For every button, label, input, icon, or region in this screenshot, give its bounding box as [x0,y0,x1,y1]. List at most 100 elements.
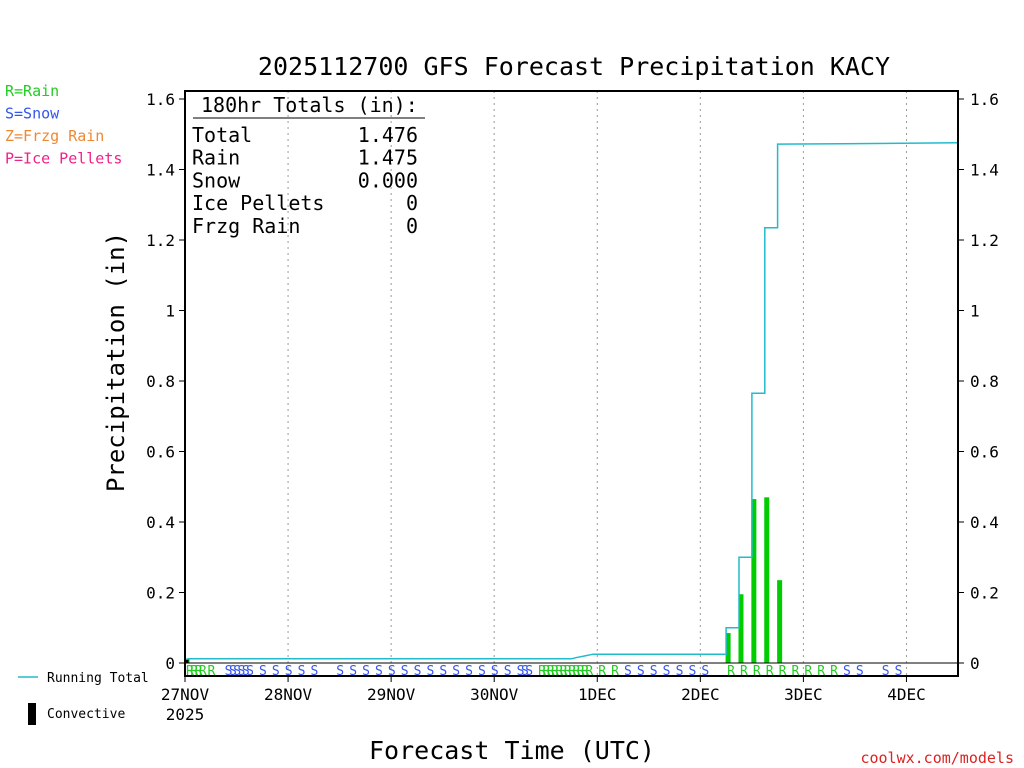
ptype-marker-15: S [311,664,319,679]
ptype-marker-64: S [856,664,864,679]
ptype-marker-47: S [624,664,632,679]
ptype-marker-24: S [439,664,447,679]
ptype-marker-18: S [362,664,370,679]
ptype-marker-3: R [199,664,207,679]
totals-box: 180hr Totals (in): Total 1.476 Rain 1.475 Sn… [192,93,425,238]
ptype-marker-22: S [414,664,422,679]
ptype-marker-57: R [766,664,774,679]
ytick-label-right-1: 0.2 [970,584,999,603]
ptype-marker-61: R [817,664,825,679]
xtick-label-1: 28NOV [264,685,313,704]
series-legend: Running Total Convective [18,671,149,725]
ptype-marker-46: R [611,664,619,679]
bar-1-3 [751,499,757,663]
ptype-marker-20: S [388,664,396,679]
totals-label-4: Frzg Rain [192,214,300,238]
ytick-label-left-4: 0.8 [146,372,175,391]
bar-2-0 [185,659,189,663]
ptype-marker-16: S [336,664,344,679]
legend-item-0: R=Rain [5,82,59,100]
plot-frame [184,90,959,677]
ptype-marker-17: S [349,664,357,679]
legend-label-1: Convective [47,707,125,722]
ptype-marker-43: R [581,664,589,679]
ptype-marker-11: S [259,664,267,679]
ptype-marker-4: R [207,664,215,679]
xtick-label-7: 4DEC [887,685,926,704]
totals-value-4: 0 [406,214,418,238]
ptype-marker-48: S [637,664,645,679]
xtick-label-2: 29NOV [367,685,416,704]
totals-label-0: Total [192,123,252,147]
ptype-marker-25: S [452,664,460,679]
totals-label-2: Snow [192,168,241,192]
credit-text: coolwx.com/models [860,749,1014,767]
running-total-line [184,141,959,661]
xtick-label-6: 3DEC [784,685,823,704]
bar-1-1 [725,633,731,663]
ptype-marker-6: S [229,664,237,679]
totals-value-0: 1.476 [358,123,418,147]
ptype-marker-26: S [465,664,473,679]
ytick-label-left-0: 0 [165,654,175,673]
ytick-label-right-6: 1.2 [970,231,999,250]
bar-1-4 [764,497,770,663]
ptype-marker-36: R [551,664,559,679]
ytick-label-right-5: 1 [970,302,980,321]
x-axis-label: Forecast Time (UTC) [369,736,655,765]
ytick-label-left-3: 0.6 [146,443,175,462]
xtick-label-3: 30NOV [470,685,519,704]
bar-1-2 [738,594,744,663]
ptype-marker-13: S [285,664,293,679]
ptype-marker-44: R [585,664,593,679]
ptype-marker-52: S [688,664,696,679]
ptype-marker-34: R [542,664,550,679]
ptype-marker-35: R [547,664,555,679]
precip-bars [184,497,783,663]
totals-value-1: 1.475 [358,146,418,170]
ptype-marker-55: R [740,664,748,679]
ptype-marker-2: R [195,664,203,679]
legend-label-0: Running Total [47,671,149,686]
ptype-marker-38: R [560,664,568,679]
totals-value-2: 0.000 [358,168,418,192]
ptype-marker-49: S [650,664,658,679]
ptype-marker-66: S [895,664,903,679]
ptype-marker-60: R [804,664,812,679]
ptype-marker-14: S [298,664,306,679]
bar-1-5 [777,580,783,663]
ptype-marker-1: R [190,664,198,679]
ytick-label-left-6: 1.2 [146,231,175,250]
ytick-label-left-2: 0.4 [146,513,175,532]
ytick-label-right-4: 0.8 [970,372,999,391]
xtick-label-5: 2DEC [681,685,720,704]
ytick-label-right-2: 0.4 [970,513,999,532]
axis-ticks: 0 00.2 0.20.4 0.40.6 0.60.8 0.81 11.2 1.21.4 1.4… [146,90,999,724]
totals-label-3: Ice Pellets [192,191,324,215]
ytick-label-right-3: 0.6 [970,443,999,462]
ptype-marker-28: S [491,664,499,679]
ptype-marker-53: S [701,664,709,679]
ptype-marker-63: S [843,664,851,679]
ptype-marker-39: R [564,664,572,679]
ptype-marker-37: R [555,664,563,679]
ytick-label-left-5: 1 [165,302,175,321]
xtick-label-0: 27NOV [161,685,210,704]
ptype-marker-40: R [568,664,576,679]
legend-item-1: S=Snow [5,105,60,123]
ptype-marker-42: R [577,664,585,679]
ptype-marker-10: S [246,664,254,679]
ptype-marker-50: S [663,664,671,679]
ytick-label-left-1: 0.2 [146,584,175,603]
ptype-marker-21: S [401,664,409,679]
legend-item-2: Z=Frzg Rain [5,127,104,145]
ptype-marker-58: R [779,664,787,679]
ptype-marker-9: S [242,664,250,679]
ytick-label-left-8: 1.6 [146,90,175,109]
totals-header: 180hr Totals (in): [201,93,418,117]
ptype-marker-51: S [676,664,684,679]
ptype-marker-56: R [753,664,761,679]
ptype-marker-27: S [478,664,486,679]
